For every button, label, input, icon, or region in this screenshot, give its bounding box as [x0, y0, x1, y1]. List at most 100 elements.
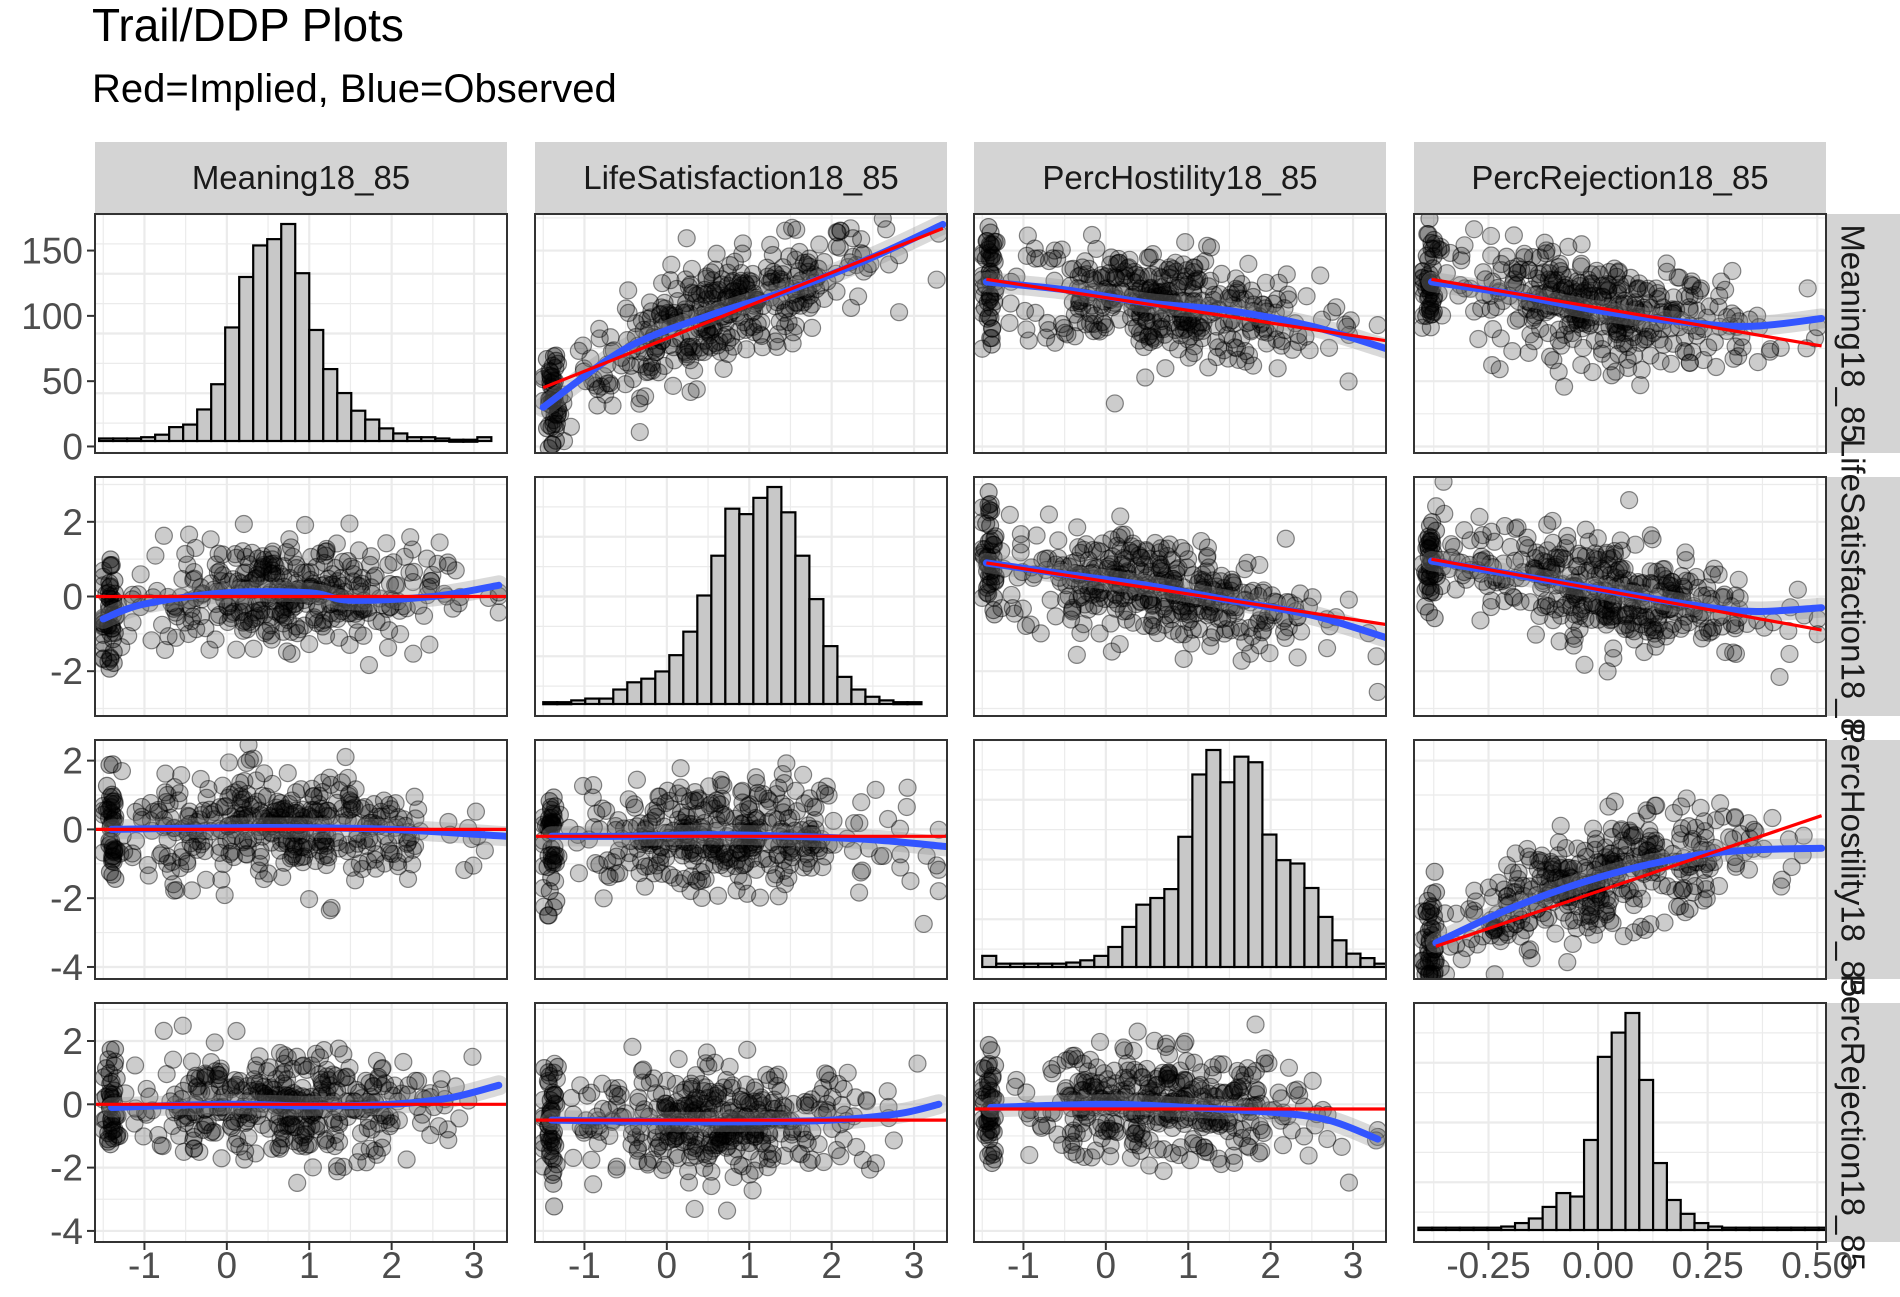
histogram-bar	[738, 513, 755, 706]
row-strip	[1826, 214, 1900, 453]
row-strip-label: PercRejection18_85	[1834, 974, 1871, 1271]
y-tick-label: 0	[62, 809, 83, 850]
histogram-bar	[1065, 961, 1082, 969]
panel-border	[1413, 1002, 1827, 1243]
histogram-bar	[238, 275, 255, 443]
y-tick-label: 0	[62, 577, 83, 618]
histogram-bar	[196, 408, 213, 443]
histogram-bar	[1009, 962, 1026, 969]
scatter-points	[95, 514, 507, 678]
histogram-bar	[448, 438, 465, 443]
x-tick-label: 0	[657, 1245, 678, 1286]
histogram-bar	[892, 701, 909, 706]
histogram-bar	[878, 699, 895, 706]
histogram-bar	[294, 272, 311, 443]
histogram-bar	[640, 677, 657, 706]
panel-border	[1413, 213, 1827, 454]
histogram-bar	[1303, 886, 1320, 969]
histogram-bar	[668, 654, 685, 706]
panel-border	[534, 739, 948, 980]
panel-3-2	[973, 1002, 1387, 1243]
y-tick-label: 150	[21, 231, 83, 272]
histogram-bar	[1790, 1226, 1807, 1232]
panel-1-3	[1413, 476, 1827, 717]
histogram-bar	[1417, 1226, 1434, 1232]
histogram-bar	[836, 675, 853, 706]
histogram-bar	[364, 418, 381, 443]
row-strip-label: Meaning18_85	[1834, 224, 1871, 442]
histogram-bar	[1776, 1226, 1793, 1232]
histogram-bar	[584, 697, 601, 706]
histogram-bar	[1275, 859, 1292, 969]
histogram-bar	[1317, 915, 1334, 969]
observed-line	[1432, 844, 1826, 947]
histogram-bar	[224, 326, 241, 443]
histogram-bar	[906, 701, 923, 706]
panel-3-0	[94, 1002, 508, 1243]
histogram-bar	[1748, 1226, 1765, 1232]
implied-line	[986, 277, 1386, 343]
x-tick-label: -1	[128, 1245, 161, 1286]
panel-3-1	[534, 1002, 948, 1243]
x-tick-label: 0.50	[1781, 1245, 1853, 1286]
histogram-bar	[766, 485, 783, 706]
histogram-bar	[1135, 903, 1152, 969]
histogram-bar	[1233, 755, 1250, 969]
histogram-bar	[1707, 1225, 1724, 1232]
histogram-bar	[1555, 1191, 1572, 1232]
histogram-bar	[1373, 962, 1386, 969]
histogram-bar	[350, 409, 367, 443]
panel-border	[534, 476, 948, 717]
histogram-bar	[1486, 1226, 1503, 1232]
histogram-bar	[182, 423, 199, 443]
histogram-bar	[1191, 773, 1208, 969]
column-strip	[974, 142, 1386, 214]
histogram-bar	[1388, 964, 1402, 967]
histogram-bar	[864, 695, 881, 706]
x-tick-label: 0	[217, 1245, 238, 1286]
panel-border	[94, 1002, 508, 1243]
histogram-bar	[780, 511, 797, 706]
histogram-bar	[1513, 1221, 1530, 1232]
x-tick-label: 2	[381, 1245, 402, 1286]
implied-line	[1431, 557, 1822, 632]
histogram-bar	[98, 437, 115, 443]
panel-border	[94, 739, 508, 980]
histogram-bar	[378, 427, 395, 443]
panel-border	[973, 213, 1387, 454]
histogram-bar	[542, 701, 559, 706]
y-tick-label: 2	[62, 741, 83, 782]
histogram-bar	[1289, 862, 1306, 969]
panel-1-2	[973, 476, 1387, 717]
histogram-bar	[1500, 1225, 1517, 1232]
histogram-bar	[1261, 833, 1278, 969]
x-tick-label: -1	[1007, 1245, 1040, 1286]
histogram-bar	[210, 383, 227, 443]
histogram-bar	[752, 496, 769, 706]
scatter-points	[1414, 214, 1826, 396]
histogram-bar	[850, 688, 867, 706]
histogram-bar	[1051, 962, 1068, 969]
histogram-bar	[981, 954, 998, 969]
histogram-bar	[1638, 1078, 1655, 1232]
histogram-bar	[1693, 1221, 1710, 1232]
histogram-bar	[1596, 1055, 1613, 1232]
chart-title: Trail/DDP Plots	[92, 0, 404, 51]
scatter-points	[535, 1037, 927, 1220]
histogram-bar	[1610, 1031, 1627, 1232]
panel-2-1	[534, 739, 948, 980]
histogram-bar	[822, 645, 839, 706]
scatter-points	[95, 1016, 482, 1192]
panel-2-3	[1413, 739, 1827, 980]
x-tick-label: 2	[821, 1245, 842, 1286]
chart-subtitle: Red=Implied, Blue=Observed	[92, 67, 617, 111]
histogram-bar	[1121, 925, 1138, 969]
x-tick-label: 3	[1343, 1245, 1364, 1286]
histogram-bar	[112, 437, 129, 443]
histogram-bar	[308, 328, 325, 443]
y-tick-label: 50	[42, 361, 83, 402]
panel-2-0	[94, 739, 508, 980]
histogram-bar	[1177, 835, 1194, 969]
panel-border	[94, 213, 508, 454]
